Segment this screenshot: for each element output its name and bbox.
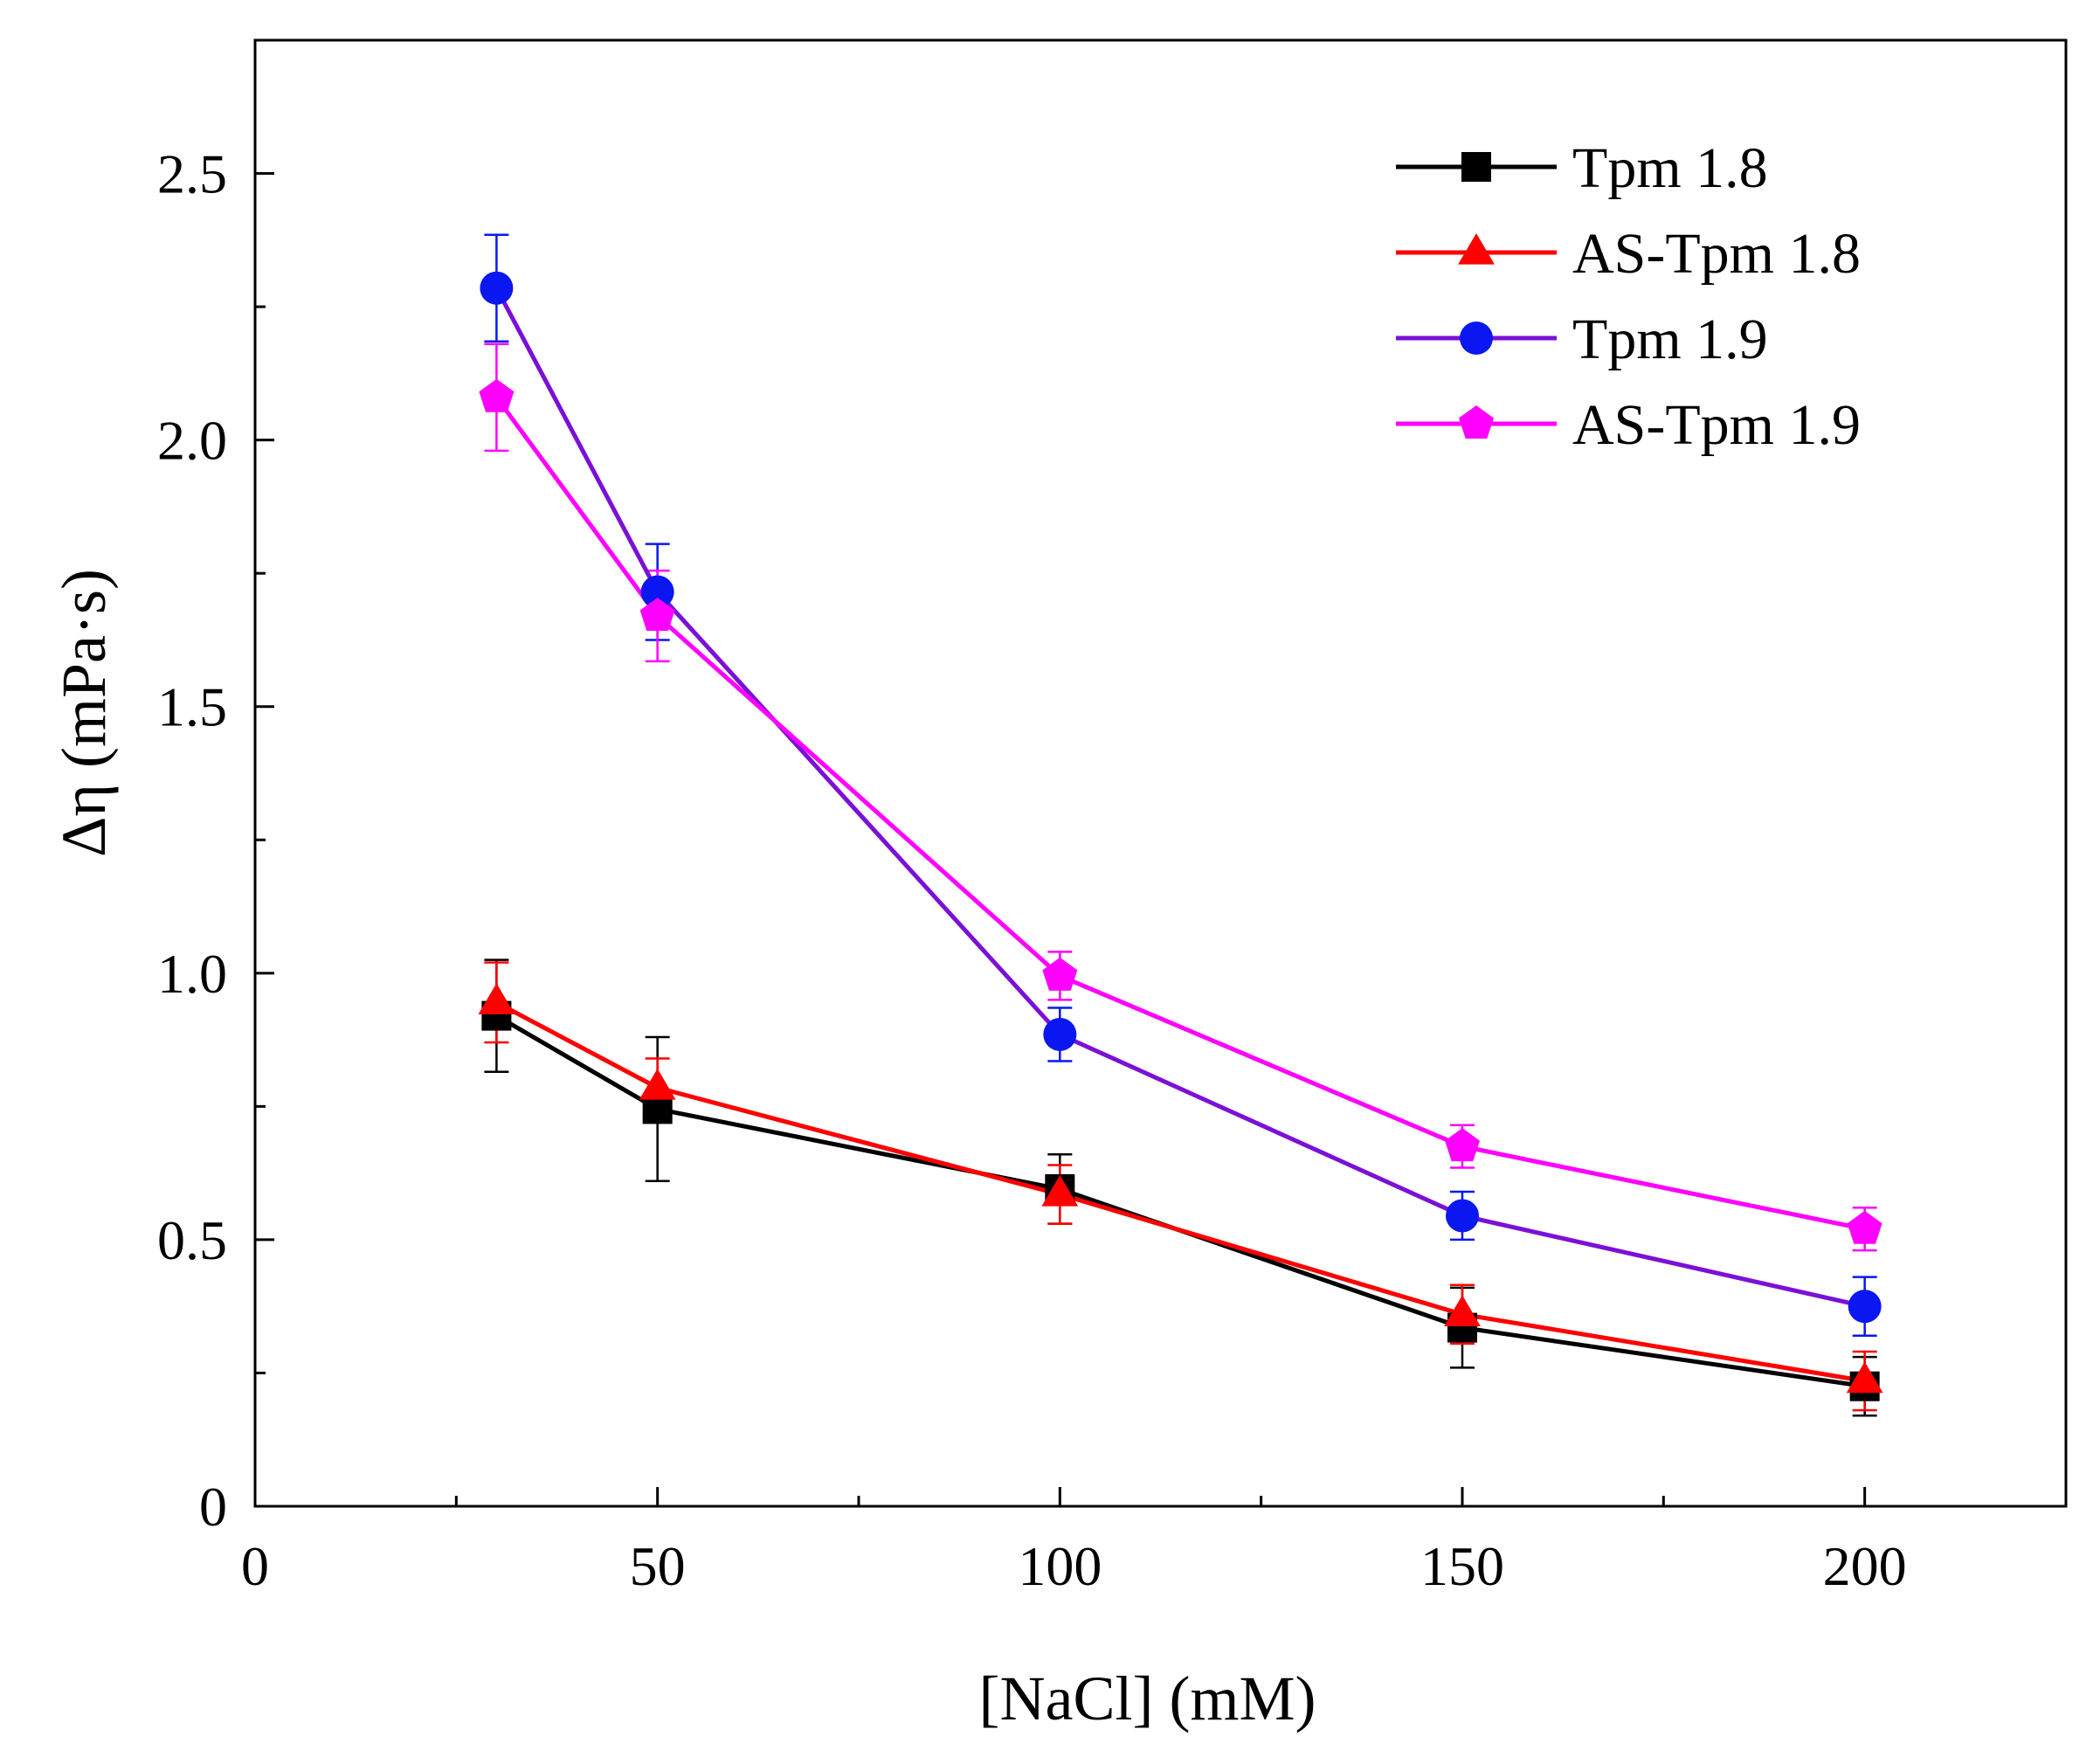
series-markers <box>478 271 1883 1401</box>
legend-label-tpm-1-8: Tpm 1.8 <box>1572 136 1768 200</box>
x-tick-label: 150 <box>1420 1535 1504 1597</box>
y-tick-label: 2.5 <box>157 143 227 205</box>
x-tick-label: 50 <box>630 1535 686 1597</box>
data-point-tpm-1-9 <box>480 271 514 305</box>
data-point-as-tpm-1-9 <box>479 378 515 412</box>
legend-label-as-tpm-1-8: AS-Tpm 1.8 <box>1572 222 1861 286</box>
plot-area-border <box>253 38 2068 1508</box>
axis-tick-labels: 0 50 100 150 200 0 0.5 1.0 1.5 2.0 2.5 <box>157 143 1907 1597</box>
legend-label-tpm-1-9: Tpm 1.9 <box>1572 308 1768 371</box>
data-point-as-tpm-1-9 <box>1847 1210 1882 1244</box>
data-point-tpm-1-9 <box>1043 1017 1077 1051</box>
data-point-as-tpm-1-9 <box>1445 1128 1480 1162</box>
data-point-tpm-1-9 <box>640 575 674 609</box>
data-point-tpm-1-9 <box>1446 1199 1479 1233</box>
data-point-as-tpm-1-8 <box>639 1069 676 1100</box>
data-point-as-tpm-1-8 <box>1041 1175 1079 1207</box>
y-tick-label: 1.0 <box>157 943 227 1005</box>
x-tick-label: 200 <box>1823 1535 1907 1597</box>
y-tick-label: 0.5 <box>157 1209 227 1271</box>
axis-ticks <box>253 172 1867 1508</box>
y-tick-label: 2.0 <box>157 410 227 472</box>
x-tick-label: 0 <box>241 1535 269 1597</box>
legend-label-as-tpm-1-9: AS-Tpm 1.9 <box>1572 393 1861 457</box>
y-tick-label: 0 <box>199 1476 227 1538</box>
y-axis-title: Δη (mPa·s) <box>49 569 119 857</box>
data-point-tpm-1-9 <box>1848 1290 1882 1324</box>
legend-marker-as-tpm-1-9 <box>1459 405 1494 439</box>
data-point-as-tpm-1-9 <box>639 598 675 631</box>
legend-marker-as-tpm-1-8 <box>1458 233 1495 265</box>
data-point-as-tpm-1-8 <box>1444 1295 1481 1326</box>
data-point-as-tpm-1-8 <box>1846 1361 1883 1394</box>
x-axis-title: [NaCl] (mM) <box>979 1664 1316 1733</box>
x-tick-label: 100 <box>1018 1535 1102 1597</box>
data-point-as-tpm-1-9 <box>1042 957 1078 991</box>
data-point-as-tpm-1-8 <box>478 983 515 1015</box>
plot-frame <box>253 38 2068 1508</box>
legend-marker-tpm-1-9 <box>1460 322 1493 355</box>
y-tick-label: 1.5 <box>157 676 227 738</box>
legend: Tpm 1.8 AS-Tpm 1.8 Tpm 1.9 AS-Tpm 1.9 <box>1396 136 1861 457</box>
legend-marker-tpm-1-8 <box>1461 152 1491 182</box>
